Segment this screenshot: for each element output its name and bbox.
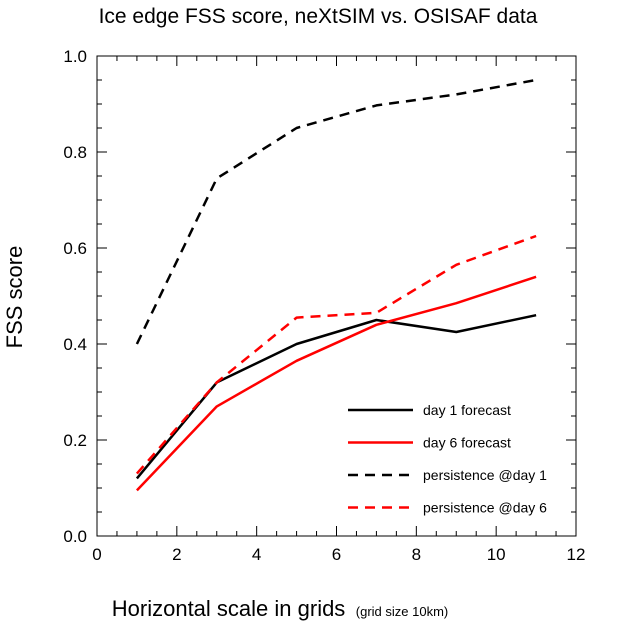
y-tick-label: 0.0 <box>63 527 87 546</box>
x-axis-label-group: Horizontal scale in grids (grid size 10k… <box>112 596 448 621</box>
legend-label: day 1 forecast <box>423 402 511 418</box>
plot-frame <box>96 55 577 537</box>
x-axis-label-note: (grid size 10km) <box>356 604 448 619</box>
series-lines <box>135 78 537 492</box>
y-tick-label: 0.8 <box>63 143 87 162</box>
x-tick-label: 8 <box>412 545 421 564</box>
series-line-1 <box>135 313 537 480</box>
y-tick-label: 0.6 <box>63 239 87 258</box>
series-line-4 <box>135 234 537 475</box>
x-tick-label: 10 <box>487 545 506 564</box>
x-tick-label: 4 <box>252 545 261 564</box>
axis-tick-labels: 0 2 4 6 8 10 12 0.0 0.2 0.4 0.6 0.8 1.0 <box>63 47 585 564</box>
x-tick-label: 2 <box>172 545 181 564</box>
y-tick-label: 1.0 <box>63 47 87 66</box>
x-tick-label: 12 <box>567 545 586 564</box>
x-axis-label: Horizontal scale in grids <box>112 596 346 621</box>
y-tick-label: 0.4 <box>63 335 87 354</box>
x-tick-label: 6 <box>332 545 341 564</box>
legend-label: persistence @day 1 <box>423 467 547 483</box>
x-tick-label: 0 <box>92 545 101 564</box>
legend-label: persistence @day 6 <box>423 500 547 516</box>
chart-title: Ice edge FSS score, neXtSIM vs. OSISAF d… <box>99 5 538 28</box>
series-line-2 <box>135 275 537 492</box>
axis-ticks <box>96 55 577 537</box>
series-line-3 <box>135 78 537 345</box>
y-tick-label: 0.2 <box>63 431 87 450</box>
y-axis-label: FSS score <box>2 246 27 349</box>
legend-label: day 6 forecast <box>423 435 511 451</box>
legend: day 1 forecast day 6 forecast persistence … <box>348 402 547 516</box>
